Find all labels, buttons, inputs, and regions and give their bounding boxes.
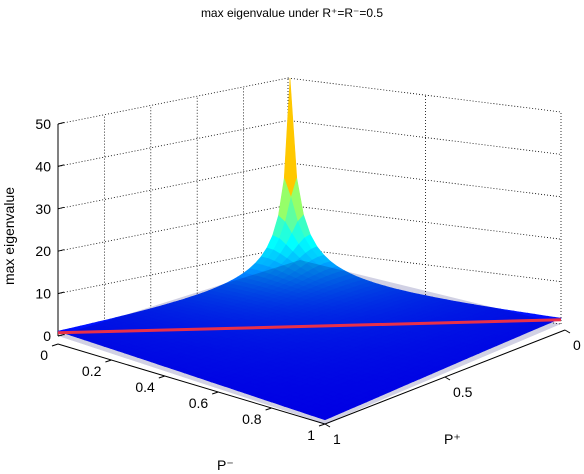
x-tick-mark	[51, 343, 59, 347]
x-tick-label: 0.6	[189, 395, 209, 411]
x-tick-label: 0.4	[135, 379, 155, 395]
x-tick-mark	[265, 407, 272, 411]
grid-line	[287, 162, 562, 198]
grid-line	[287, 247, 562, 282]
z-ticks: 0 10 20 30 40 50	[35, 116, 65, 344]
grid-line	[57, 247, 289, 294]
z-tick-mark	[57, 291, 65, 295]
z-axis-label: max eigenvalue	[1, 187, 17, 285]
y-tick-mark	[324, 423, 331, 428]
x-ticks: 0 0.2 0.4 0.6 0.8 1	[40, 343, 326, 443]
x-tick-mark	[158, 375, 165, 379]
y-tick-mark	[444, 376, 451, 381]
z-tick-label: 0	[43, 328, 51, 344]
grid-line	[57, 162, 289, 210]
grid-line	[57, 120, 289, 167]
z-tick-label: 10	[35, 286, 51, 302]
surface-cell	[317, 414, 332, 421]
x-tick-mark	[318, 423, 326, 427]
grid-line	[57, 77, 289, 125]
x-axis-line	[57, 343, 326, 425]
z-tick-mark	[57, 249, 65, 252]
z-tick-label: 20	[35, 243, 51, 259]
z-tick-label: 40	[35, 158, 51, 174]
x-tick-label: 1	[307, 427, 315, 443]
z-tick-mark	[57, 206, 65, 210]
chart-title: max eigenvalue under R⁺=R⁻=0.5	[201, 6, 383, 20]
surface-cell	[283, 77, 298, 199]
x-axis-label: P⁻	[217, 457, 234, 473]
z-tick-label: 30	[35, 201, 51, 217]
z-tick-label: 50	[35, 116, 51, 132]
z-tick-mark	[57, 164, 65, 167]
z-tick-mark	[57, 334, 65, 337]
y-tick-mark	[564, 329, 571, 334]
x-tick-label: 0	[40, 347, 48, 363]
y-tick-label: 0	[573, 337, 581, 353]
x-tick-mark	[105, 359, 112, 363]
z-tick-mark	[57, 122, 65, 125]
grid-line	[57, 204, 289, 252]
y-tick-label: 0.5	[453, 384, 473, 400]
x-tick-label: 0.8	[242, 411, 262, 427]
reference-line	[57, 318, 562, 335]
y-axis-label: P⁺	[444, 431, 461, 447]
y-tick-label: 1	[333, 431, 341, 447]
grid-line	[287, 77, 562, 113]
surface-shade	[58, 260, 561, 424]
grid-line	[287, 204, 562, 240]
x-tick-label: 0.2	[82, 363, 102, 379]
grid-line	[287, 120, 562, 155]
y-ticks: 00.51	[324, 329, 581, 447]
x-tick-mark	[212, 391, 219, 395]
